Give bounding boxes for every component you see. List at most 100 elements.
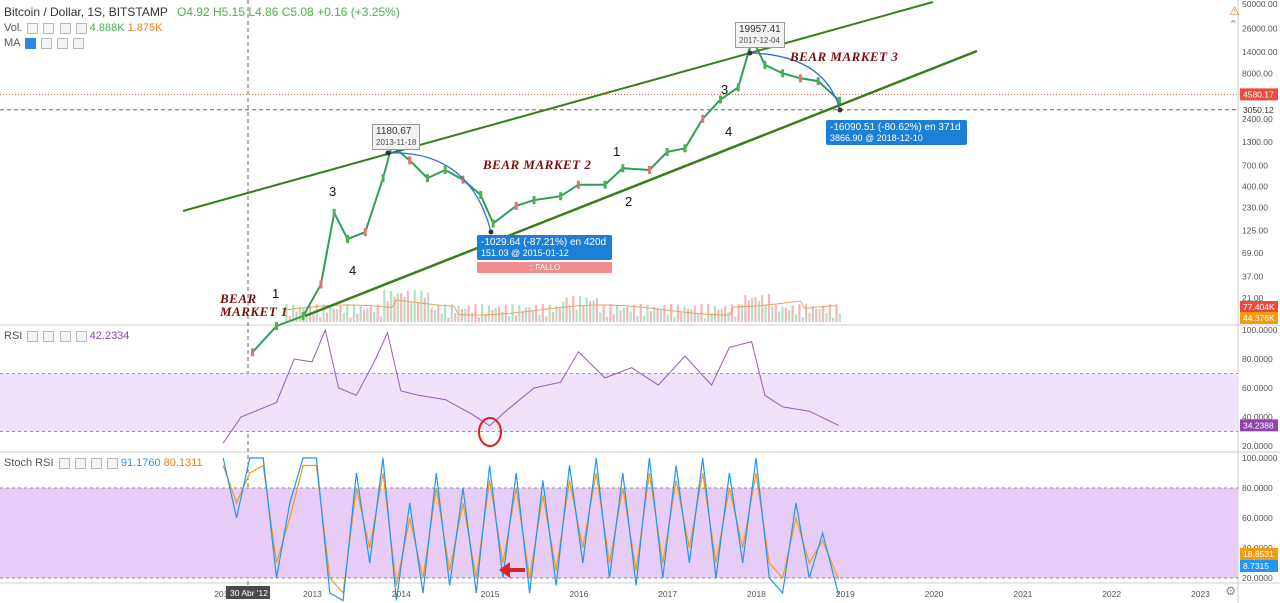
- settings-icon[interactable]: [27, 22, 39, 34]
- price-candle: [718, 95, 722, 104]
- price-tick-label: 2400.00: [1242, 114, 1273, 124]
- stoch-k-line: [222, 457, 840, 602]
- price-candle: [491, 219, 495, 228]
- volume-bar: [592, 300, 595, 322]
- close-icon[interactable]: [57, 37, 69, 49]
- price-tick-label: 14000.00: [1242, 47, 1278, 57]
- price-candle: [381, 174, 385, 183]
- volume-bar: [767, 294, 771, 322]
- volume-bar: [784, 307, 787, 322]
- volume-bar: [518, 304, 521, 322]
- volume-bar: [575, 309, 578, 322]
- eye-icon[interactable]: [24, 37, 36, 49]
- volume-bar: [484, 314, 487, 322]
- price-candle: [319, 280, 323, 289]
- gear-icon[interactable]: ⚙: [1225, 584, 1236, 598]
- volume-tag-bg: [1240, 301, 1278, 313]
- price-tick-label: 230.00: [1242, 202, 1268, 212]
- rsi-value: 42.2334: [89, 330, 130, 342]
- bear-market-2-arc: [387, 152, 492, 233]
- volume-bar: [609, 304, 612, 322]
- volume-bar: [322, 304, 325, 322]
- eye-icon[interactable]: [58, 457, 70, 469]
- lower-trend-line: [304, 49, 978, 318]
- volume-bar: [740, 304, 744, 322]
- volume-bar: [373, 311, 376, 322]
- volume-bar: [632, 304, 636, 322]
- more-icon[interactable]: [75, 330, 87, 342]
- settings-icon[interactable]: [43, 330, 55, 342]
- eye-icon[interactable]: [27, 330, 39, 342]
- rsi-band: [0, 373, 1238, 432]
- volume-bar: [292, 304, 295, 322]
- volume-bar: [379, 316, 383, 322]
- volume-bar: [369, 306, 372, 322]
- volume-bar: [528, 307, 531, 322]
- rsi-current-tag-bg: [1240, 419, 1278, 432]
- volume-bar: [298, 306, 302, 322]
- price-candle: [443, 165, 447, 174]
- volume-bar: [386, 301, 389, 322]
- fallo-label: :: FALLO: [477, 262, 612, 273]
- more-icon[interactable]: [75, 22, 87, 34]
- volume-bar: [578, 296, 582, 322]
- more-icon[interactable]: [73, 37, 85, 49]
- settings-icon[interactable]: [41, 37, 53, 49]
- price-candle: [763, 60, 767, 69]
- close-icon[interactable]: [90, 457, 102, 469]
- volume-bar: [693, 305, 696, 322]
- price-line: [251, 34, 841, 357]
- stoch-tick-label: 60.0000: [1242, 513, 1273, 523]
- volume-bar: [332, 308, 335, 322]
- volume-bar: [703, 317, 706, 322]
- settings-icon[interactable]: [74, 457, 86, 469]
- volume-bar: [589, 301, 592, 322]
- eye-icon[interactable]: [43, 22, 55, 34]
- current-price-tag-bg: [1240, 88, 1278, 101]
- volume-ma-line: [285, 299, 836, 316]
- volume-bar: [818, 309, 821, 322]
- volume-legend[interactable]: Vol. 4.888K 1.875K: [4, 22, 162, 34]
- price-tick-label: 1300.00: [1242, 137, 1273, 147]
- peak-date: 2013-11-18: [376, 138, 417, 147]
- ma-legend[interactable]: MA: [4, 37, 85, 49]
- price-candle: [274, 322, 278, 331]
- volume-bar: [393, 296, 396, 322]
- wave-label: 1: [272, 286, 280, 301]
- stoch-d-tag: 18.8531: [1243, 549, 1274, 559]
- volume-tag: 77.404K: [1243, 302, 1275, 312]
- price-candle: [408, 156, 412, 165]
- peak-date: 2017-12-04: [739, 36, 780, 45]
- volume-bar: [727, 312, 730, 322]
- volume-bar: [838, 313, 841, 322]
- rsi-tick-label: 100.0000: [1242, 325, 1278, 335]
- stoch-rsi-legend[interactable]: Stoch RSI 91.1760 80.1311: [4, 457, 203, 469]
- stoch-tick-label: 80.0000: [1242, 483, 1273, 493]
- volume-bar: [481, 304, 484, 322]
- volume-bar: [443, 304, 447, 322]
- volume-bar: [585, 297, 588, 322]
- price-tick-label: 125.00: [1242, 226, 1268, 236]
- price-candle: [603, 180, 607, 189]
- ma-label: MA: [4, 37, 20, 49]
- volume-bar: [754, 297, 757, 322]
- stoch-d-value: 80.1311: [163, 457, 203, 469]
- warning-icon[interactable]: ⚠: [1229, 4, 1240, 18]
- volume-bar: [639, 304, 642, 322]
- volume-bar: [352, 304, 356, 322]
- crosshair-price-tag: 3050.12: [1243, 105, 1274, 115]
- rsi-legend[interactable]: RSI 42.2334: [4, 330, 129, 342]
- volume-bar: [325, 312, 329, 322]
- volume-bar: [312, 314, 315, 322]
- price-candle: [816, 77, 820, 86]
- symbol-title[interactable]: Bitcoin / Dollar, 1S, BITSTAMP: [4, 5, 168, 19]
- close-icon[interactable]: [59, 22, 71, 34]
- volume-bar: [744, 295, 747, 322]
- volume-bar: [724, 306, 727, 322]
- close-icon[interactable]: [59, 330, 71, 342]
- chevron-up-icon[interactable]: ⌃: [1228, 19, 1238, 31]
- price-candle: [251, 348, 255, 357]
- volume-bar: [319, 317, 322, 322]
- more-icon[interactable]: [106, 457, 118, 469]
